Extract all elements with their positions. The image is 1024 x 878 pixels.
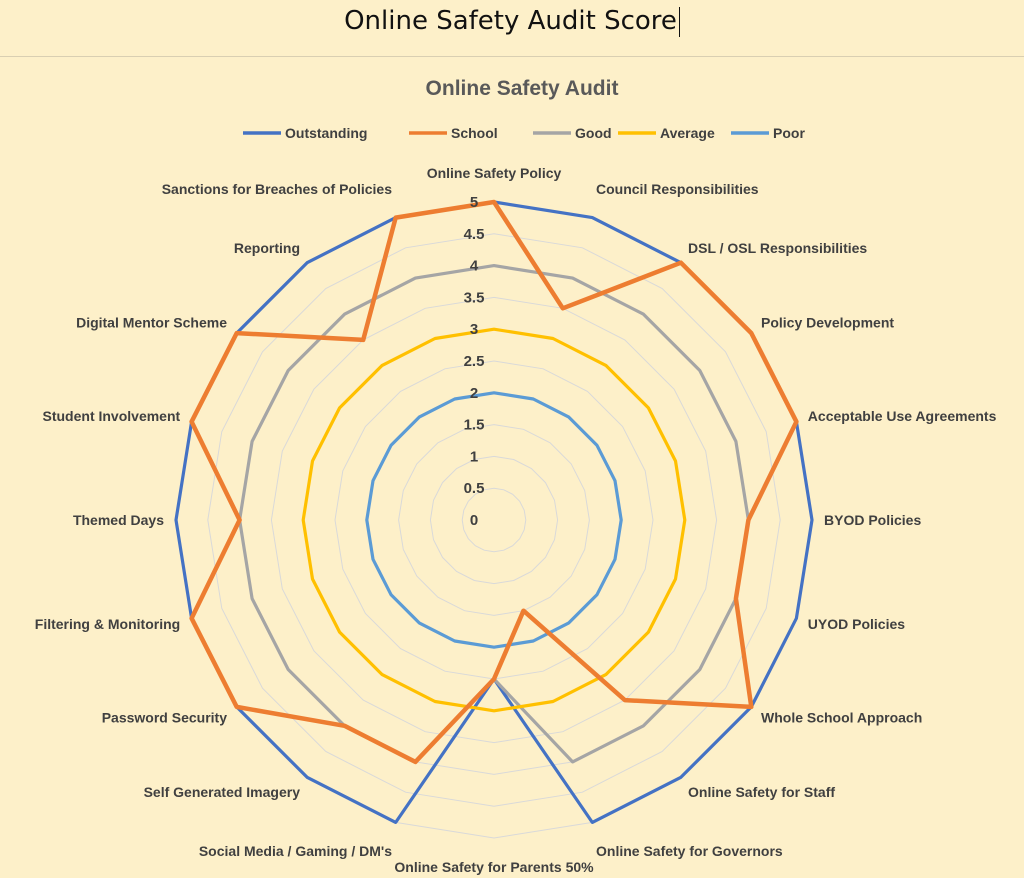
gridline-ring	[461, 487, 527, 553]
category-label: Online Safety for Staff	[688, 784, 835, 800]
text-cursor	[678, 6, 680, 37]
tick-label: 3.5	[464, 289, 485, 306]
chart-title: Online Safety Audit	[426, 77, 619, 100]
category-label: Digital Mentor Scheme	[76, 315, 227, 331]
category-label: Policy Development	[761, 315, 894, 331]
radial-tick-labels: 0 0.5 1 1.5 2 2.5 3 3.5 4 4.5 5	[464, 194, 485, 529]
legend-label-outstanding[interactable]: Outstanding	[285, 125, 367, 141]
document-title-line[interactable]: Online Safety Audit Score	[0, 6, 1024, 37]
category-label: Council Responsibilities	[596, 181, 759, 197]
tick-label: 3	[470, 321, 478, 338]
tick-label: 1	[470, 448, 478, 465]
category-label: BYOD Policies	[824, 512, 921, 528]
series-line-outstanding[interactable]	[174, 200, 814, 825]
category-label: UYOD Policies	[808, 616, 905, 632]
tick-label: 1.5	[464, 417, 485, 434]
series-line-poor[interactable]	[365, 391, 623, 649]
category-label: DSL / OSL Responsibilities	[688, 240, 867, 256]
category-label: Student Involvement	[43, 408, 181, 424]
series-line-good[interactable]	[238, 264, 751, 764]
gridline-ring	[334, 360, 654, 680]
tick-label: 2.5	[464, 353, 485, 370]
tick-label: 0	[470, 512, 478, 529]
legend-label-school[interactable]: School	[451, 125, 498, 141]
category-label: Social Media / Gaming / DM's	[199, 843, 392, 859]
document-title[interactable]: Online Safety Audit Score	[344, 6, 677, 36]
gridline-ring	[207, 233, 781, 807]
category-label: Reporting	[234, 240, 300, 256]
category-label: Online Safety for Parents 50%	[394, 859, 594, 875]
legend-label-average[interactable]: Average	[660, 125, 715, 141]
category-label: Online Safety Policy	[427, 165, 562, 181]
category-labels: Online Safety Policy Council Responsibili…	[35, 165, 997, 875]
tick-label: 5	[470, 194, 478, 211]
radar-chart[interactable]: Online Safety Audit Outstanding School Goo…	[0, 57, 1024, 878]
category-label: Whole School Approach	[761, 710, 922, 726]
category-label: Password Security	[102, 710, 227, 726]
category-label: Filtering & Monitoring	[35, 616, 180, 632]
tick-label: 4.5	[464, 226, 485, 243]
category-label: Sanctions for Breaches of Policies	[162, 181, 393, 197]
document-header: Online Safety Audit Score	[0, 0, 1024, 57]
legend-label-poor[interactable]: Poor	[773, 125, 805, 141]
category-label: Online Safety for Governors	[596, 843, 783, 859]
category-label: Themed Days	[73, 512, 164, 528]
series-line-average[interactable]	[301, 327, 687, 713]
tick-label: 2	[470, 385, 478, 402]
category-label: Acceptable Use Agreements	[808, 408, 997, 424]
gridline-ring	[429, 455, 559, 585]
gridline-ring	[270, 296, 718, 744]
gridline-ring	[398, 424, 590, 616]
tick-label: 4	[470, 258, 479, 275]
chart-legend: Outstanding School Good Average Poor	[243, 125, 805, 141]
radar-series	[174, 199, 814, 825]
category-label: Self Generated Imagery	[144, 784, 301, 800]
series-line-school[interactable]	[189, 199, 799, 765]
tick-label: 0.5	[464, 480, 485, 497]
legend-label-good[interactable]: Good	[575, 125, 612, 141]
